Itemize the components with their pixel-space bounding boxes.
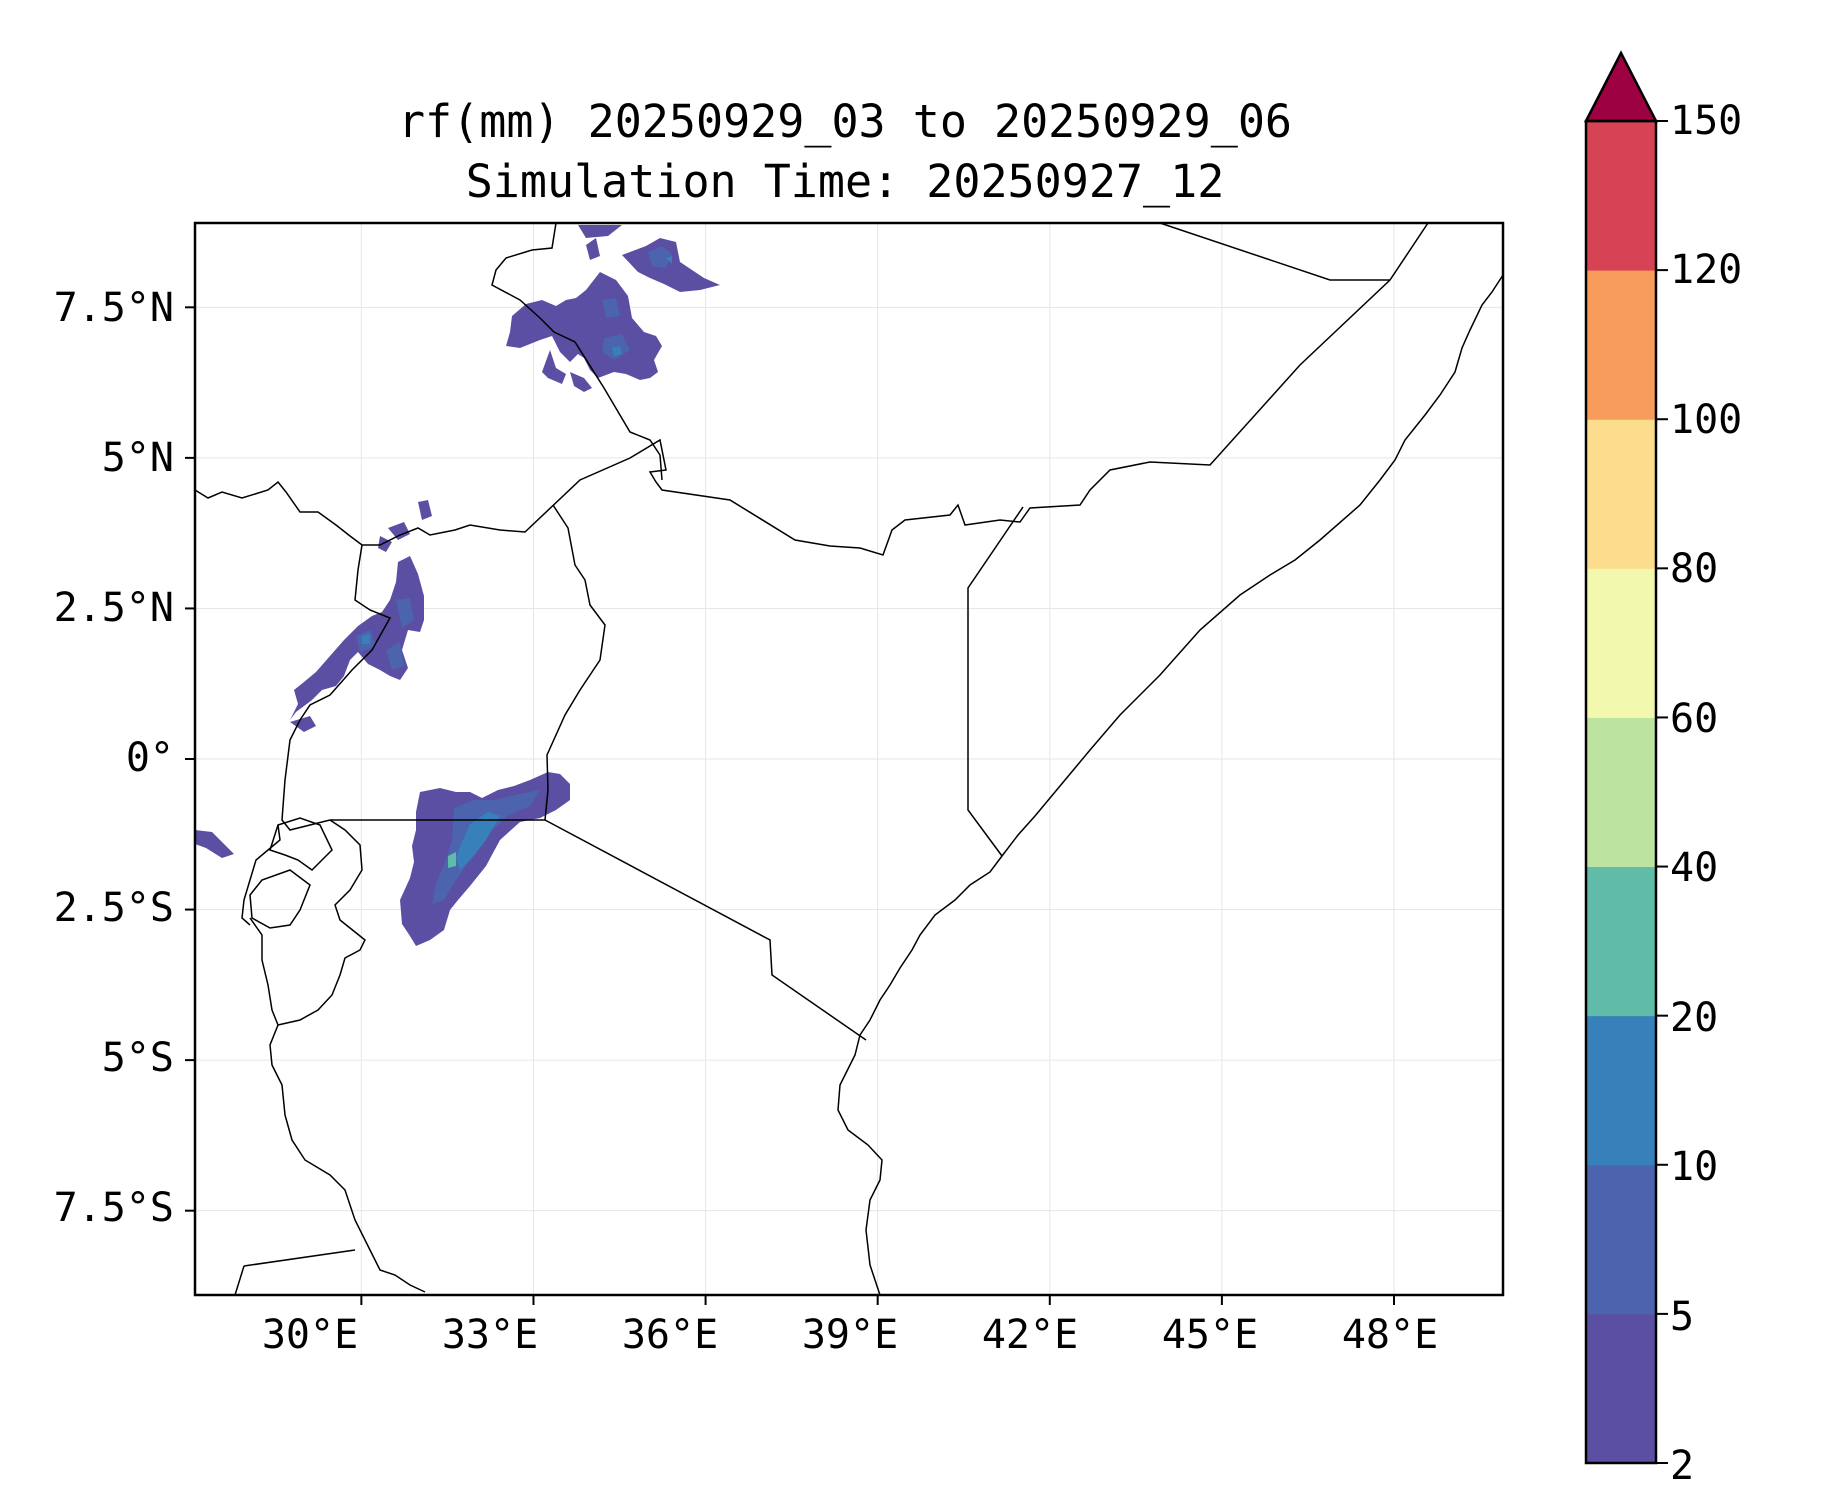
south-sudan-ethiopia-border [491,223,663,481]
zambia-border-south [234,1265,245,1295]
drc-shore-west [241,824,281,926]
colorbar [1583,50,1668,1465]
lat-label-2.5N: 2.5°N [53,585,174,631]
colorbar-label-20: 20 [1670,995,1719,1041]
colorbar-bin [1586,866,1656,1017]
ethiopia-somalia-border [1159,223,1390,281]
lon-label-33E: 33°E [441,1312,539,1358]
tanzania-kenya-border [544,819,867,1041]
colorbar-label-80: 80 [1670,546,1719,592]
map-ticks [185,306,1395,1305]
colorbar-label-100: 100 [1670,397,1743,443]
northern-uganda-rain-core [356,598,414,670]
colorbar-label-40: 40 [1670,845,1719,891]
lake-tanganyika-shore [249,917,426,1293]
colorbar-bin [1586,1164,1656,1315]
colorbar-label-120: 120 [1670,247,1743,293]
lon-label-30E: 30°E [261,1312,359,1358]
gridlines [195,223,1503,1295]
rwanda-burundi-border [277,819,366,1026]
zambia-border [243,1249,356,1267]
colorbar-bin [1586,1015,1656,1166]
lon-label-42E: 42°E [981,1312,1079,1358]
rainfall-field [195,225,720,946]
south-sudan-ethiopia-rain-core [602,246,672,360]
northern-uganda-rain [290,500,432,732]
kenya-somalia-border [967,506,1024,857]
boundaries [195,223,1503,1295]
colorbar-extend-arrow [1583,50,1659,123]
colorbar-bin [1586,121,1656,271]
lon-label-45E: 45°E [1161,1312,1259,1358]
lat-label-0: 0° [125,735,174,781]
lake-victoria-rain-peak [448,852,456,868]
colorbar-bin [1586,1313,1656,1464]
northern-uganda-rain-peak [362,634,370,644]
uganda-kenya-border [544,504,606,821]
coastline-east [837,274,1503,1295]
lon-label-48E: 48°E [1341,1312,1439,1358]
colorbar-label-10: 10 [1670,1144,1719,1190]
title-line-1: rf(mm) 20250929_03 to 20250929_06 [397,95,1293,148]
lat-label-5S: 5°S [101,1035,174,1081]
lon-label-36E: 36°E [621,1312,719,1358]
colorbar-label-5: 5 [1670,1294,1695,1340]
lat-label-2.5S: 2.5°S [53,885,174,931]
lake-victoria-rain-core [432,790,540,904]
colorbar-label-2: 2 [1670,1443,1695,1489]
lat-label-7.5S: 7.5°S [53,1185,174,1231]
colorbar-bin [1586,419,1656,569]
lat-label-7.5N: 7.5°N [53,285,174,331]
title-line-2: Simulation Time: 20250927_12 [465,155,1225,208]
lon-label-39E: 39°E [801,1312,899,1358]
colorbar-label-60: 60 [1670,696,1719,742]
lat-label-5N: 5°N [101,435,174,481]
colorbar-label-150: 150 [1670,98,1743,144]
colorbar-bin [1586,568,1656,718]
rwanda-outline [269,817,333,871]
lake-victoria-rain-mid [456,812,500,870]
burundi-outline [249,869,311,929]
colorbar-frame [1584,119,1658,1465]
colorbar-bin [1586,270,1656,420]
colorbar-bin [1586,717,1656,868]
uganda-drc-border [281,544,392,831]
somaliland-border [195,223,1429,556]
